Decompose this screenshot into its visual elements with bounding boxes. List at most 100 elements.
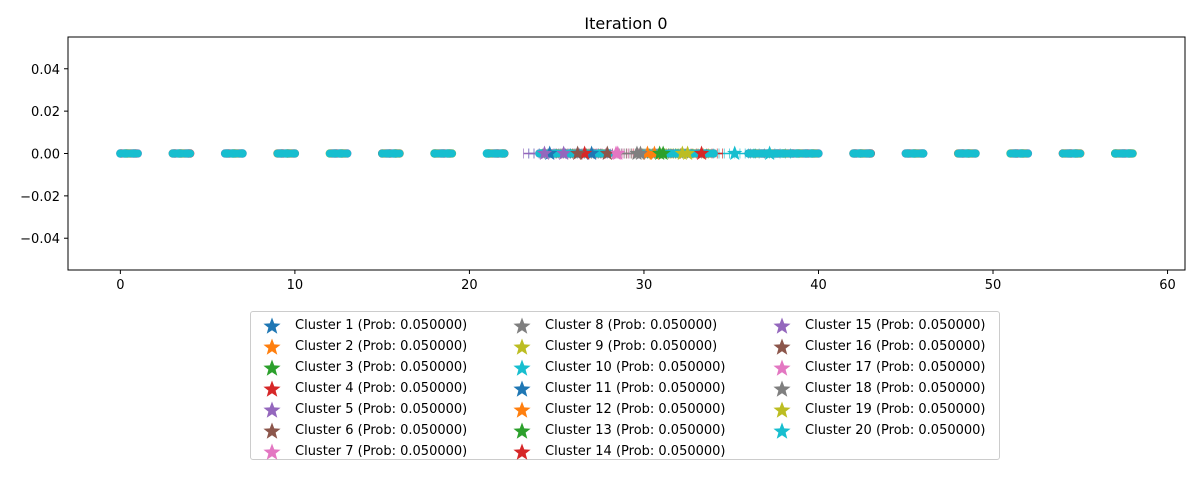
data-point xyxy=(238,149,247,158)
x-tick-label: 60 xyxy=(1159,278,1176,293)
legend-entry: Cluster 1 (Prob: 0.050000) xyxy=(259,315,509,336)
star-icon xyxy=(769,357,795,378)
y-tick-label: −0.04 xyxy=(20,232,60,247)
cluster-center-star xyxy=(674,145,690,160)
legend-label: Cluster 9 (Prob: 0.050000) xyxy=(545,339,718,354)
cluster-center-star xyxy=(570,145,586,160)
legend-entry: Cluster 4 (Prob: 0.050000) xyxy=(259,378,509,399)
legend-label: Cluster 10 (Prob: 0.050000) xyxy=(545,360,726,375)
x-tick-label: 0 xyxy=(116,278,124,293)
legend-entry: Cluster 9 (Prob: 0.050000) xyxy=(509,336,769,357)
star-icon xyxy=(259,357,285,378)
star-icon xyxy=(509,420,535,441)
legend-label: Cluster 12 (Prob: 0.050000) xyxy=(545,402,726,417)
data-point xyxy=(866,149,875,158)
data-point xyxy=(447,149,456,158)
legend-entry: Cluster 3 (Prob: 0.050000) xyxy=(259,357,509,378)
star-icon xyxy=(259,378,285,399)
data-point xyxy=(343,149,352,158)
legend-entry: Cluster 10 (Prob: 0.050000) xyxy=(509,357,769,378)
legend-label: Cluster 13 (Prob: 0.050000) xyxy=(545,423,726,438)
legend: Cluster 1 (Prob: 0.050000) Cluster 2 (Pro… xyxy=(250,311,1000,460)
legend-label: Cluster 19 (Prob: 0.050000) xyxy=(805,402,986,417)
cluster-center-star xyxy=(727,145,743,160)
cluster-center-star xyxy=(599,145,615,160)
x-tick-label: 20 xyxy=(461,278,478,293)
legend-entry: Cluster 7 (Prob: 0.050000) xyxy=(259,441,509,462)
chart-canvas: Iteration 0 0 10 20 30 40 50 60 −0.04 −0.02 0.00… xyxy=(20,14,1186,293)
x-tick-label: 50 xyxy=(985,278,1002,293)
cluster-center-star xyxy=(629,145,645,160)
chart-title: Iteration 0 xyxy=(584,14,667,33)
legend-entry: Cluster 14 (Prob: 0.050000) xyxy=(509,441,769,462)
star-icon xyxy=(769,315,795,336)
y-tick-label: 0.02 xyxy=(31,105,60,120)
legend-entry: Cluster 8 (Prob: 0.050000) xyxy=(509,315,769,336)
legend-label: Cluster 14 (Prob: 0.050000) xyxy=(545,444,726,459)
data-point xyxy=(919,149,928,158)
cluster-center-star xyxy=(556,145,572,160)
legend-entry: Cluster 2 (Prob: 0.050000) xyxy=(259,336,509,357)
data-point xyxy=(1023,149,1032,158)
star-icon xyxy=(509,357,535,378)
legend-entry: Cluster 5 (Prob: 0.050000) xyxy=(259,399,509,420)
legend-label: Cluster 17 (Prob: 0.050000) xyxy=(805,360,986,375)
legend-entry: Cluster 6 (Prob: 0.050000) xyxy=(259,420,509,441)
star-icon xyxy=(259,420,285,441)
star-icon xyxy=(509,441,535,462)
data-point xyxy=(814,149,823,158)
legend-label: Cluster 7 (Prob: 0.050000) xyxy=(295,444,468,459)
x-tick-label: 40 xyxy=(810,278,827,293)
legend-entry: Cluster 20 (Prob: 0.050000) xyxy=(769,420,1009,441)
x-tick-label: 30 xyxy=(636,278,653,293)
legend-label: Cluster 3 (Prob: 0.050000) xyxy=(295,360,468,375)
cluster-center-star xyxy=(639,145,656,160)
x-tick-label: 10 xyxy=(287,278,304,293)
data-point xyxy=(186,149,195,158)
star-icon xyxy=(509,399,535,420)
legend-label: Cluster 15 (Prob: 0.050000) xyxy=(805,318,986,333)
legend-label: Cluster 5 (Prob: 0.050000) xyxy=(295,402,468,417)
legend-label: Cluster 8 (Prob: 0.050000) xyxy=(545,318,718,333)
legend-label: Cluster 11 (Prob: 0.050000) xyxy=(545,381,726,396)
cluster-center-star xyxy=(583,145,600,160)
data-point xyxy=(133,149,142,158)
legend-entry: Cluster 18 (Prob: 0.050000) xyxy=(769,378,1009,399)
legend-entry: Cluster 13 (Prob: 0.050000) xyxy=(509,420,769,441)
legend-entry: Cluster 19 (Prob: 0.050000) xyxy=(769,399,1009,420)
legend-label: Cluster 20 (Prob: 0.050000) xyxy=(805,423,986,438)
legend-entry: Cluster 11 (Prob: 0.050000) xyxy=(509,378,769,399)
star-icon xyxy=(769,420,795,441)
data-point xyxy=(971,149,980,158)
data-point xyxy=(395,149,404,158)
star-icon xyxy=(259,441,285,462)
cluster-center-star xyxy=(693,145,710,160)
cluster-center-star xyxy=(610,145,626,160)
star-icon xyxy=(769,399,795,420)
star-icon xyxy=(509,315,535,336)
data-point xyxy=(709,149,718,158)
y-tick-label: −0.02 xyxy=(20,190,60,205)
cluster-center-star xyxy=(652,145,668,160)
star-icon xyxy=(259,336,285,357)
data-point xyxy=(500,149,509,158)
cluster-center-star xyxy=(536,145,553,160)
star-icon xyxy=(769,336,795,357)
star-icon xyxy=(259,399,285,420)
legend-entry: Cluster 12 (Prob: 0.050000) xyxy=(509,399,769,420)
star-icon xyxy=(259,315,285,336)
legend-entry: Cluster 16 (Prob: 0.050000) xyxy=(769,336,1009,357)
legend-label: Cluster 16 (Prob: 0.050000) xyxy=(805,339,986,354)
star-icon xyxy=(509,378,535,399)
legend-label: Cluster 18 (Prob: 0.050000) xyxy=(805,381,986,396)
legend-entry: Cluster 15 (Prob: 0.050000) xyxy=(769,315,1009,336)
legend-label: Cluster 1 (Prob: 0.050000) xyxy=(295,318,468,333)
legend-label: Cluster 2 (Prob: 0.050000) xyxy=(295,339,468,354)
data-point xyxy=(1076,149,1085,158)
legend-label: Cluster 4 (Prob: 0.050000) xyxy=(295,381,468,396)
y-tick-label: 0.00 xyxy=(31,148,60,163)
cluster-center-star xyxy=(577,145,593,160)
data-point xyxy=(290,149,299,158)
legend-label: Cluster 6 (Prob: 0.050000) xyxy=(295,423,468,438)
y-tick-label: 0.04 xyxy=(31,63,60,78)
